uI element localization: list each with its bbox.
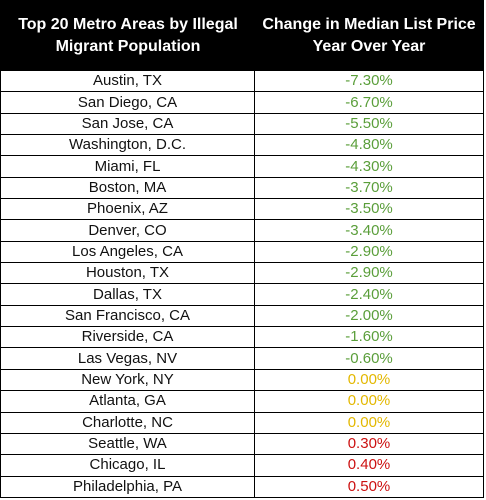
table-row: New York, NY 0.00% — [1, 369, 483, 392]
table-row: Dallas, TX -2.40% — [1, 284, 483, 306]
metro-cell: Las Vegas, NV — [1, 348, 255, 369]
metro-cell: Philadelphia, PA — [1, 476, 255, 498]
metro-cell: San Jose, CA — [1, 113, 255, 135]
price-change-cell: 0.30% — [347, 435, 391, 453]
table-row: Chicago, IL 0.40% — [1, 455, 483, 477]
metro-cell: Atlanta, GA — [1, 391, 255, 412]
table-row: Riverside, CA -1.60% — [1, 327, 483, 349]
price-change-cell: 0.00% — [347, 413, 391, 431]
price-change-cell: -2.90% — [345, 242, 393, 260]
table-row: Atlanta, GA 0.00% — [1, 391, 483, 413]
table-row: Philadelphia, PA 0.50% — [1, 476, 483, 498]
price-change-cell: 0.00% — [347, 370, 391, 388]
table-row: Phoenix, AZ -3.50% — [1, 199, 483, 221]
table-row: San Francisco, CA -2.00% — [1, 305, 483, 328]
metro-cell: Houston, TX — [1, 263, 255, 284]
metro-cell: Boston, MA — [1, 177, 255, 199]
price-change-cell: -1.60% — [345, 328, 393, 346]
metro-cell: Charlotte, NC — [1, 412, 255, 433]
table-row: Los Angeles, CA -2.90% — [1, 241, 483, 264]
price-change-cell: 0.50% — [347, 478, 391, 496]
metro-cell: Chicago, IL — [1, 455, 255, 476]
price-change-cell: -3.50% — [345, 200, 393, 218]
table-row: Las Vegas, NV -0.60% — [1, 348, 483, 370]
table-row: Charlotte, NC 0.00% — [1, 412, 483, 434]
price-change-cell: -3.40% — [345, 221, 393, 239]
price-change-cell: -4.30% — [345, 157, 393, 175]
table-row: Boston, MA -3.70% — [1, 177, 483, 200]
price-change-cell: -6.70% — [345, 93, 393, 111]
table-row: San Jose, CA -5.50% — [1, 113, 483, 136]
table-row: Austin, TX -7.30% — [1, 71, 483, 93]
metro-cell: Riverside, CA — [1, 327, 255, 348]
table-row: Miami, FL -4.30% — [1, 156, 483, 178]
metro-cell: Seattle, WA — [1, 433, 255, 455]
table-row: San Diego, CA -6.70% — [1, 92, 483, 114]
table-row: Seattle, WA 0.30% — [1, 433, 483, 456]
header-metro-areas: Top 20 Metro Areas by Illegal Migrant Po… — [18, 16, 238, 55]
metro-cell: Washington, D.C. — [1, 135, 255, 156]
table-body: Austin, TX -7.30% San Diego, CA -6.70% San J… — [1, 71, 483, 498]
metro-cell: Denver, CO — [1, 220, 255, 241]
header-price-change: Change in Median List Price Year Over Ye… — [262, 16, 476, 55]
metro-cell: San Diego, CA — [1, 92, 255, 113]
metro-cell: Los Angeles, CA — [1, 241, 255, 263]
table-row: Washington, D.C. -4.80% — [1, 135, 483, 157]
metro-cell: Miami, FL — [1, 156, 255, 177]
table-header: Top 20 Metro Areas by Illegal Migrant Po… — [1, 1, 483, 71]
price-change-cell: -5.50% — [345, 114, 393, 132]
price-change-cell: 0.40% — [347, 456, 391, 474]
price-change-cell: -2.00% — [345, 306, 393, 324]
metro-cell: Dallas, TX — [1, 284, 255, 305]
price-change-cell: 0.00% — [347, 392, 391, 410]
metro-cell: New York, NY — [1, 369, 255, 391]
metro-cell: Phoenix, AZ — [1, 199, 255, 220]
price-change-cell: -7.30% — [345, 72, 393, 90]
price-change-cell: -4.80% — [345, 136, 393, 154]
price-change-cell: -2.90% — [345, 264, 393, 282]
metro-cell: Austin, TX — [1, 71, 255, 92]
price-change-cell: -3.70% — [345, 178, 393, 196]
price-change-cell: -2.40% — [345, 285, 393, 303]
metro-cell: San Francisco, CA — [1, 305, 255, 327]
table-row: Houston, TX -2.90% — [1, 263, 483, 285]
table-row: Denver, CO -3.40% — [1, 220, 483, 242]
price-change-cell: -0.60% — [345, 349, 393, 367]
